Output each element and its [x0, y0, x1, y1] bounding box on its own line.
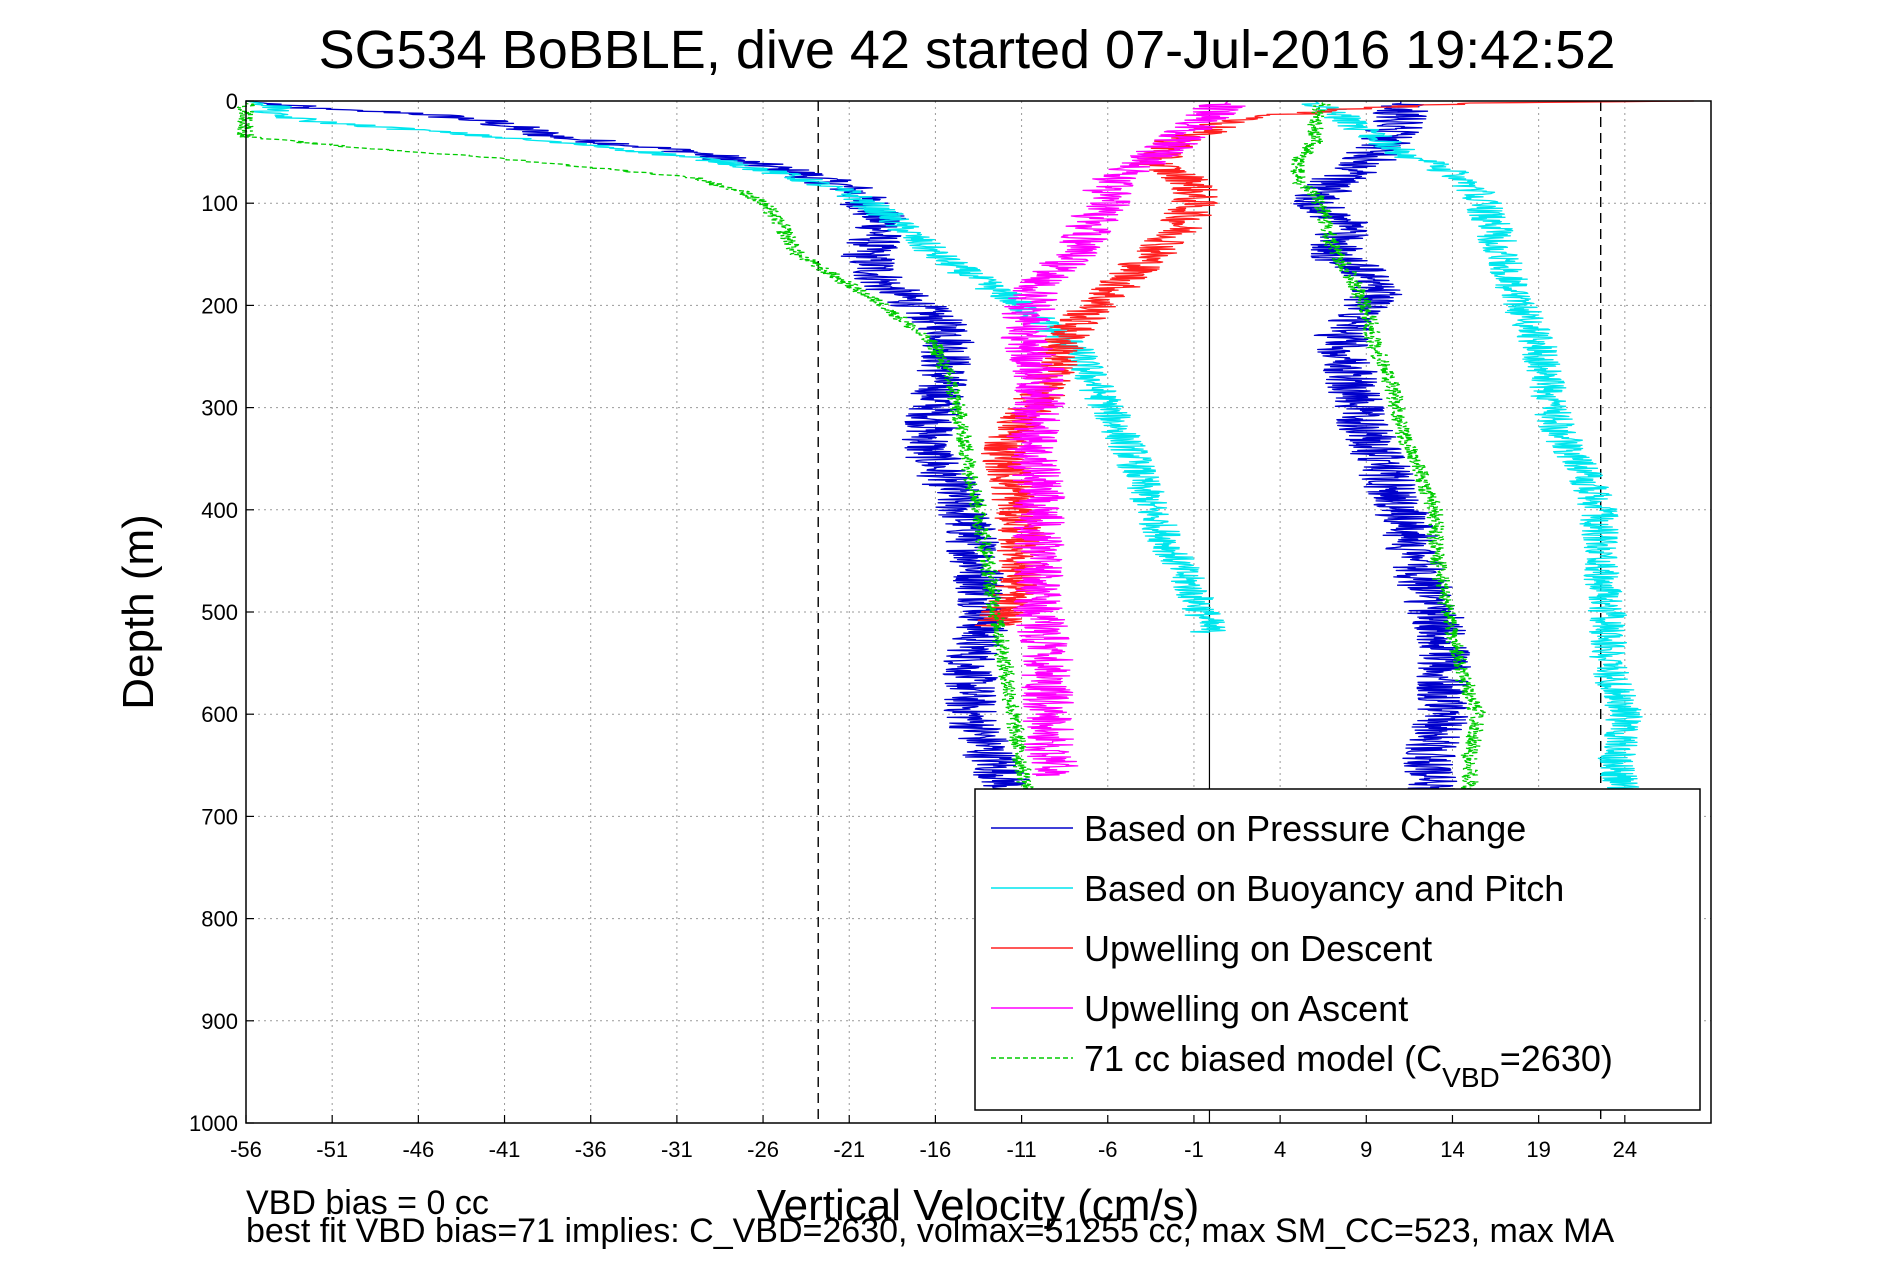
x-tick-label-14: 14	[1440, 1137, 1464, 1162]
series-0-ascent-line	[1293, 100, 1472, 797]
y-tick-label-10: 1000	[189, 1111, 238, 1136]
x-tick-label-16: 24	[1613, 1137, 1637, 1162]
y-tick-label-8: 800	[201, 907, 238, 932]
y-tick-labels: 0 100 200 300 400 500 600 700 800 900 1000	[189, 89, 254, 1136]
series-1-ascent-line	[1301, 100, 1643, 807]
x-tick-label-12: 4	[1274, 1137, 1286, 1162]
legend-box	[974, 788, 1701, 1111]
legend-label-3: Upwelling on Ascent	[1084, 988, 1408, 1029]
series-3-ascent-line	[1000, 100, 1246, 777]
y-tick-label-7: 700	[201, 804, 238, 829]
y-tick-label-1: 100	[201, 191, 238, 216]
legend: Based on Pressure Change Based on Buoyanc…	[974, 788, 1701, 1111]
series-2	[974, 100, 1694, 628]
x-tick-label-7: -21	[833, 1137, 865, 1162]
y-tick-label-9: 900	[201, 1009, 238, 1034]
series-4	[236, 100, 1486, 807]
legend-label-1: Based on Buoyancy and Pitch	[1084, 868, 1564, 909]
x-tick-label-0: -56	[230, 1137, 262, 1162]
series-3	[1000, 100, 1246, 777]
y-tick-label-4: 400	[201, 498, 238, 523]
y-axis-label: Depth (m)	[114, 514, 163, 710]
x-tick-label-6: -26	[747, 1137, 779, 1162]
footer-line-bias: VBD bias = 0 cc	[246, 1184, 489, 1222]
footer-line-fit: best fit VBD bias=71 implies: C_VBD=2630…	[246, 1212, 1615, 1250]
series-0	[245, 100, 1472, 797]
x-tick-label-9: -11	[1007, 1137, 1037, 1162]
y-tick-label-5: 500	[201, 600, 238, 625]
x-tick-label-15: 19	[1526, 1137, 1550, 1162]
series-4-ascent-line	[1288, 100, 1486, 807]
series-layer	[236, 100, 1694, 807]
legend-label-2: Upwelling on Descent	[1084, 928, 1432, 969]
series-0-descent-line	[245, 100, 1037, 797]
x-tick-label-11: -1	[1184, 1137, 1204, 1162]
x-tick-label-10: -6	[1098, 1137, 1118, 1162]
y-tick-label-0: 0	[226, 89, 238, 114]
y-tick-label-6: 600	[201, 702, 238, 727]
series-1	[245, 100, 1643, 807]
x-tick-label-2: -46	[402, 1137, 434, 1162]
series-1-descent-line	[245, 100, 1226, 634]
chart-title: SG534 BoBBLE, dive 42 started 07-Jul-201…	[319, 20, 1616, 80]
series-4-descent-line	[236, 100, 1038, 807]
x-tick-label-5: -31	[661, 1137, 693, 1162]
x-axis-label: Vertical Velocity (cm/s)	[757, 1181, 1200, 1230]
x-tick-label-3: -41	[489, 1137, 521, 1162]
legend-label-0: Based on Pressure Change	[1084, 808, 1526, 849]
series-2-descent-line	[974, 100, 1694, 628]
x-tick-label-1: -51	[316, 1137, 348, 1162]
y-tick-label-2: 200	[201, 293, 238, 318]
x-tick-label-13: 9	[1360, 1137, 1372, 1162]
x-tick-labels: -56 -51 -46 -41 -36 -31 -26 -21 -16 -11 -6 -1 4 9 14 19…	[230, 1115, 1637, 1162]
x-tick-label-4: -36	[575, 1137, 607, 1162]
y-tick-label-3: 300	[201, 396, 238, 421]
x-tick-label-8: -16	[920, 1137, 952, 1162]
